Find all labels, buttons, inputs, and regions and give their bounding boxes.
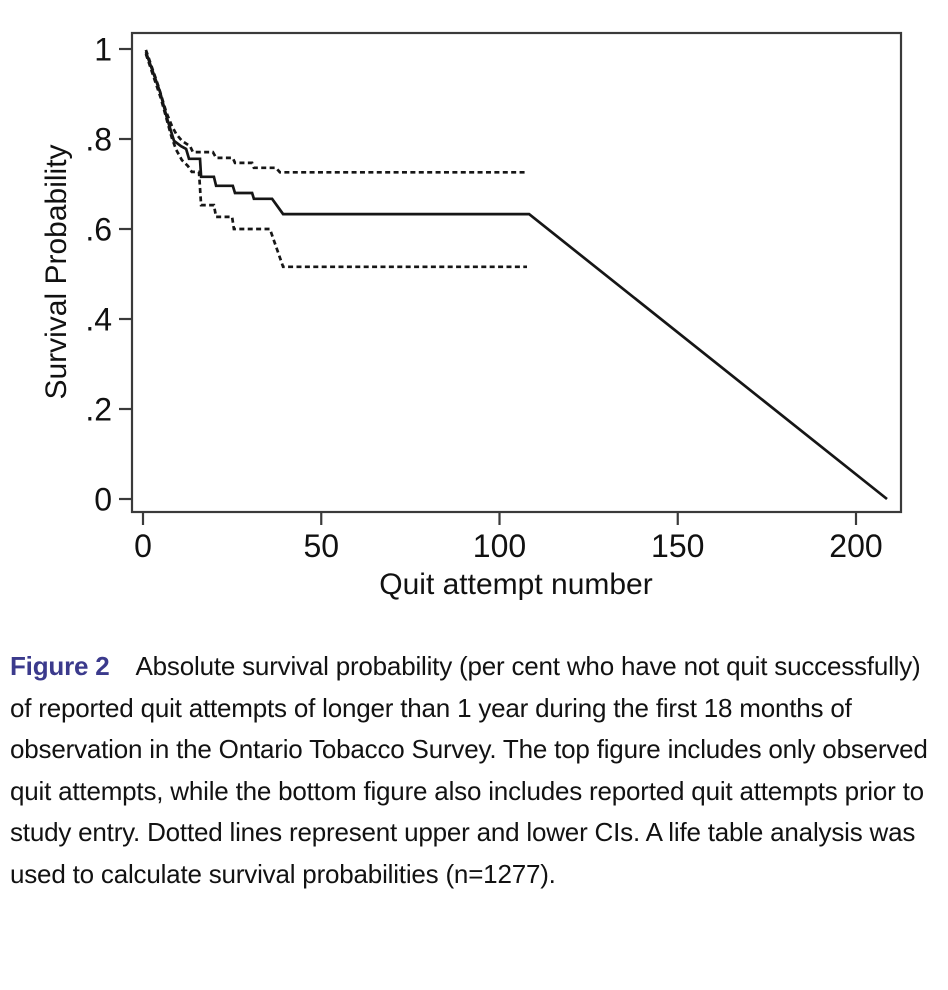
x-tick-label: 150 xyxy=(651,528,704,564)
figure-caption-label: Figure 2 xyxy=(10,651,110,681)
y-tick-label: .6 xyxy=(85,212,112,248)
x-tick-label: 50 xyxy=(303,528,339,564)
plot-frame xyxy=(130,31,903,514)
y-axis-ticks: 0 .2 .4 .6 .8 1 xyxy=(85,32,132,518)
x-axis-ticks: 0 50 100 150 200 xyxy=(134,512,883,564)
x-tick-label: 0 xyxy=(134,528,152,564)
upper-ci-curve xyxy=(144,49,527,174)
x-axis-title: Quit attempt number xyxy=(379,568,652,601)
y-tick-label: 1 xyxy=(94,32,112,68)
x-tick-label: 100 xyxy=(473,528,526,564)
x-tick-label: 200 xyxy=(829,528,882,564)
y-tick-label: .2 xyxy=(85,392,112,428)
survival-estimate-curve xyxy=(144,51,888,501)
y-tick-label: .4 xyxy=(85,302,112,338)
survival-chart: 0 .2 .4 .6 .8 1 0 50 100 150 200 Survival Probabi… xyxy=(40,31,903,601)
y-tick-label: .8 xyxy=(85,122,112,158)
figure-caption-text: Absolute survival probability (per cent … xyxy=(10,651,928,889)
curves xyxy=(144,49,888,501)
y-tick-label: 0 xyxy=(94,482,112,518)
lower-ci-curve xyxy=(144,53,527,269)
figure-caption: Figure 2 Absolute survival probability (p… xyxy=(0,622,948,895)
y-axis-title: Survival Probability xyxy=(40,144,73,399)
